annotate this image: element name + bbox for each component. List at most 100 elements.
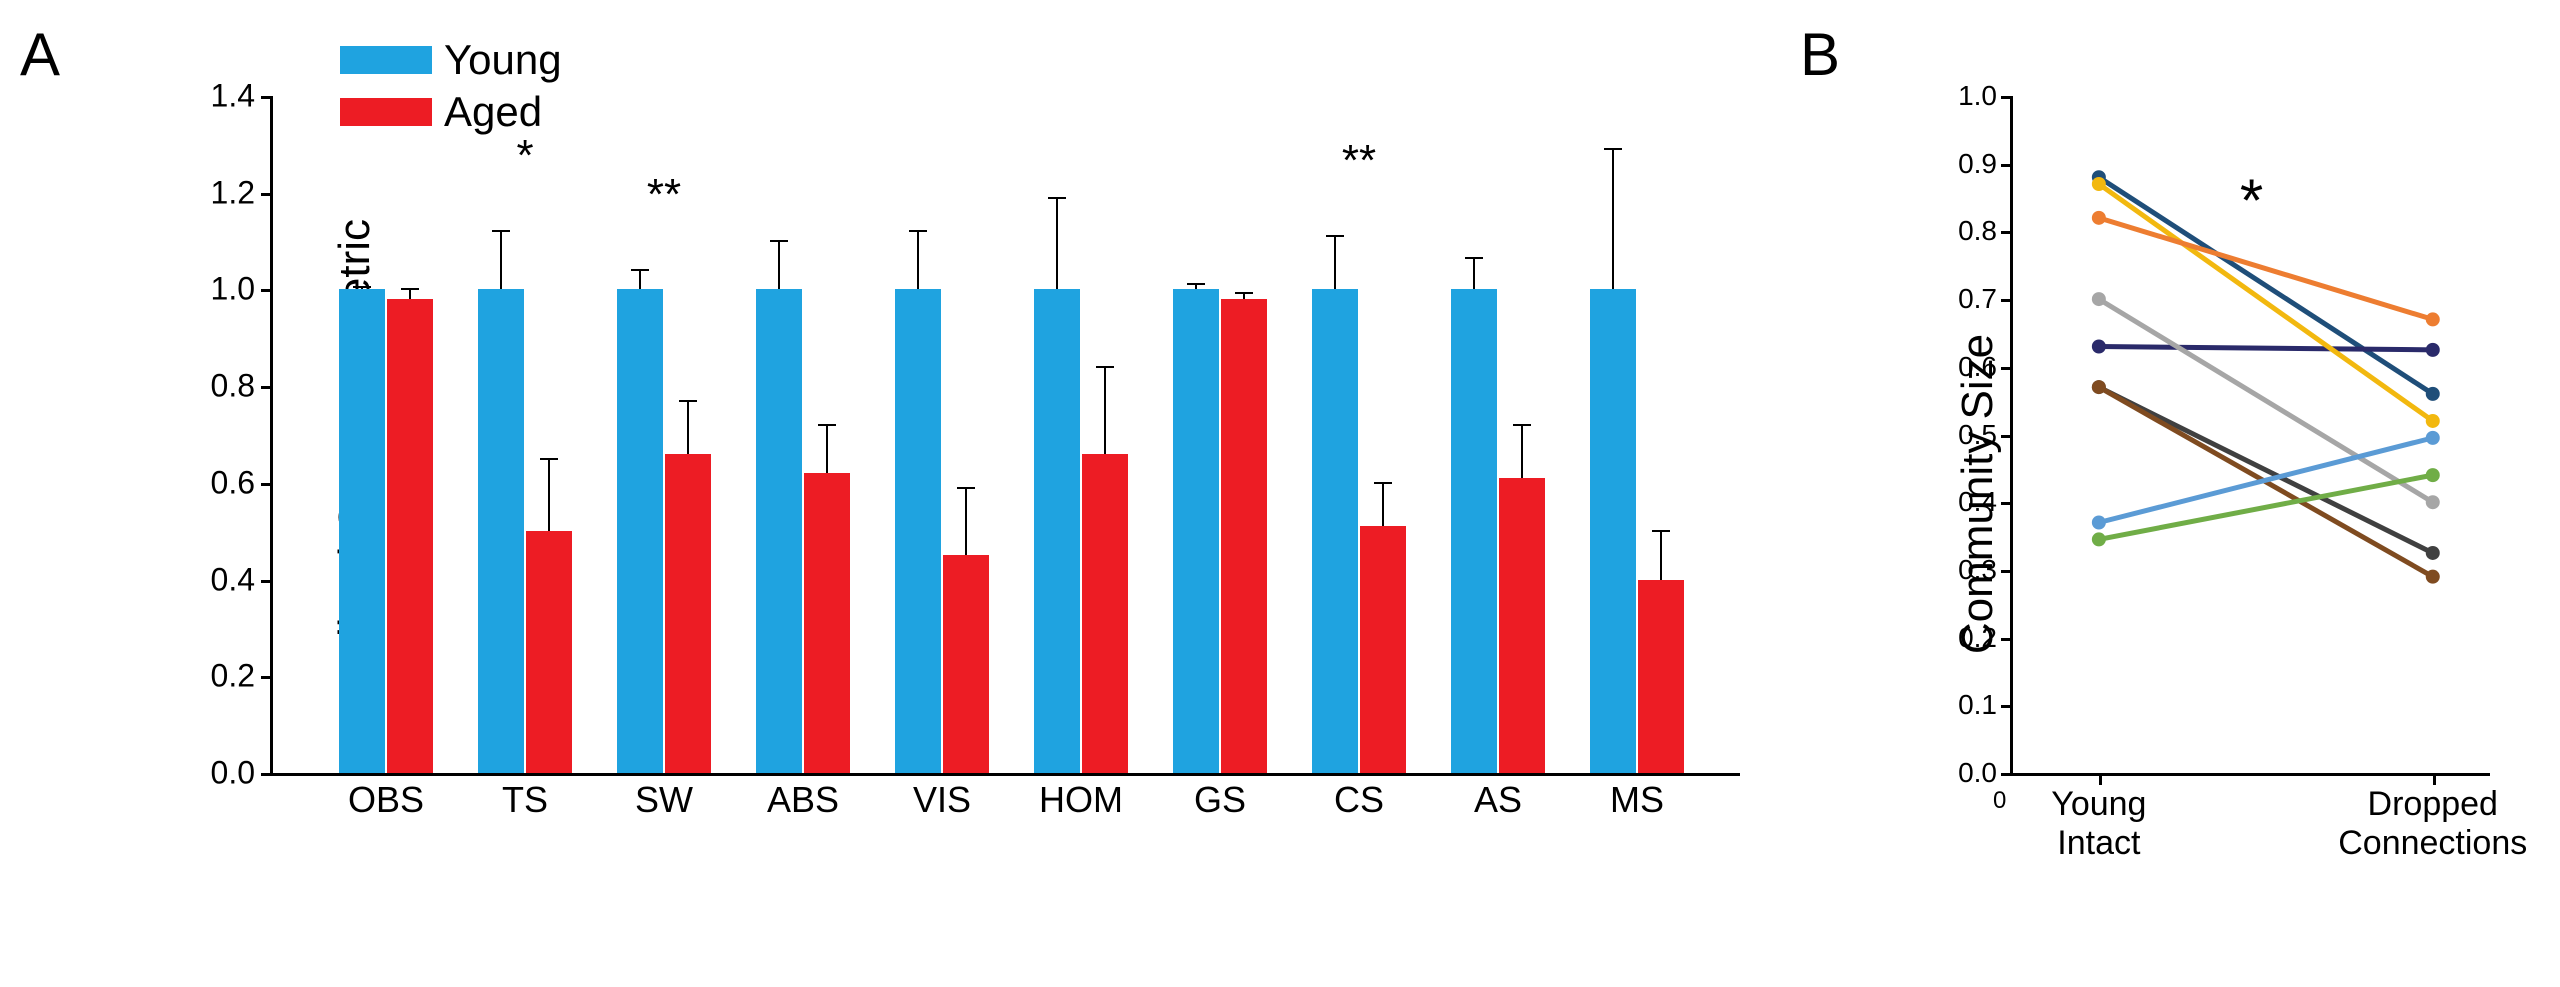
figure-root: A Normalized CommDy Metric Young Aged 0.…	[20, 20, 2540, 967]
bar-group: ABS	[756, 289, 850, 773]
bar-group: AS	[1451, 289, 1545, 773]
panel-b-x-label: DroppedConnections	[2338, 785, 2527, 863]
panel-b-ytick-label: 0.6	[1958, 351, 1997, 383]
errorbar-cap	[1604, 148, 1622, 150]
errorbar	[1473, 258, 1475, 289]
series-marker	[2426, 570, 2440, 584]
series-marker	[2426, 387, 2440, 401]
series-marker	[2426, 468, 2440, 482]
bar-young	[1173, 289, 1219, 773]
legend-young-row: Young	[340, 36, 562, 84]
panel-b-ytick	[2001, 96, 2013, 99]
bar-aged	[665, 454, 711, 773]
errorbar-cap	[631, 269, 649, 271]
panel-b-label: B	[1800, 20, 1840, 89]
series-marker	[2092, 339, 2106, 353]
errorbar	[1334, 236, 1336, 289]
bar-aged	[1360, 526, 1406, 773]
series-line	[2099, 346, 2433, 349]
bar-young	[1451, 289, 1497, 773]
panel-a-category-label: AS	[1474, 779, 1522, 821]
series-marker	[2092, 211, 2106, 225]
panel-a-category-label: CS	[1334, 779, 1384, 821]
panel-b-origin-label: 0	[1993, 787, 2006, 815]
errorbar-cap	[1374, 482, 1392, 484]
series-marker	[2092, 177, 2106, 191]
panel-b-ytick	[2001, 164, 2013, 167]
bar-aged	[1082, 454, 1128, 773]
panel-b-xtick	[2433, 773, 2436, 785]
bar-group: TS*	[478, 289, 572, 773]
bar-young	[1034, 289, 1080, 773]
panel-b-ytick-label: 0.8	[1958, 215, 1997, 247]
bar-group: HOM	[1034, 289, 1128, 773]
errorbar	[687, 401, 689, 454]
bar-group: MS	[1590, 289, 1684, 773]
panel-a-category-label: MS	[1610, 779, 1664, 821]
bar-young	[617, 289, 663, 773]
panel-b-ytick	[2001, 570, 2013, 573]
panel-a-category-label: TS	[502, 779, 548, 821]
panel-b-ytick-label: 0.7	[1958, 283, 1997, 315]
errorbar-cap	[492, 230, 510, 232]
errorbar	[1660, 531, 1662, 579]
errorbar-cap	[957, 487, 975, 489]
panel-a-plot: 0.00.20.40.60.81.01.21.4OBSTS*SW**ABSVIS…	[270, 96, 1740, 776]
bar-aged	[526, 531, 572, 773]
panel-a-ytick	[261, 483, 273, 486]
series-marker	[2426, 312, 2440, 326]
series-marker	[2092, 380, 2106, 394]
panel-a-ytick-label: 0.4	[211, 561, 255, 598]
panel-a-ytick	[261, 676, 273, 679]
errorbar	[1521, 425, 1523, 478]
errorbar	[965, 488, 967, 556]
errorbar	[500, 231, 502, 289]
panel-b-ytick	[2001, 231, 2013, 234]
panel-b-ytick	[2001, 502, 2013, 505]
bar-young	[1312, 289, 1358, 773]
bar-young	[756, 289, 802, 773]
panel-b-ytick	[2001, 435, 2013, 438]
panel-b-ytick-label: 0.2	[1958, 622, 1997, 654]
series-line	[2099, 177, 2433, 394]
series-marker	[2426, 495, 2440, 509]
panel-b-xtick	[2099, 773, 2102, 785]
panel-b-ytick	[2001, 367, 2013, 370]
panel-a-ytick-label: 0.2	[211, 658, 255, 695]
errorbar-cap	[818, 424, 836, 426]
bar-aged	[943, 555, 989, 773]
panel-b-ytick-label: 0.5	[1958, 419, 1997, 451]
panel-b-ytick-label: 0.9	[1958, 148, 1997, 180]
panel-a-ytick-label: 0.8	[211, 368, 255, 405]
errorbar-cap	[401, 288, 419, 290]
panel-a-ytick	[261, 289, 273, 292]
errorbar-cap	[679, 400, 697, 402]
bar-aged	[387, 299, 433, 773]
bar-aged	[1221, 299, 1267, 773]
series-marker	[2426, 546, 2440, 560]
panel-a-category-label: GS	[1194, 779, 1246, 821]
errorbar	[778, 241, 780, 289]
bar-group: OBS	[339, 289, 433, 773]
errorbar	[409, 289, 411, 299]
errorbar	[917, 231, 919, 289]
series-marker	[2426, 431, 2440, 445]
panel-a-ytick-label: 0.0	[211, 755, 255, 792]
legend-young-label: Young	[444, 36, 562, 84]
errorbar-cap	[353, 286, 371, 288]
errorbar	[1612, 149, 1614, 289]
panel-b-ytick-label: 0.3	[1958, 554, 1997, 586]
panel-a-chart-area: Young Aged 0.00.20.40.60.81.01.21.4OBSTS…	[210, 76, 1750, 836]
panel-b-ytick-label: 0.0	[1958, 757, 1997, 789]
panel-a-label: A	[20, 20, 60, 89]
errorbar	[1382, 483, 1384, 527]
panel-a-ytick-label: 1.4	[211, 78, 255, 115]
panel-a-category-label: OBS	[348, 779, 424, 821]
panel-a-ytick	[261, 193, 273, 196]
significance-mark: **	[647, 170, 681, 220]
panel-b-plot: * 0 0.00.10.20.30.40.50.60.70.80.91.0You…	[2010, 96, 2490, 776]
errorbar-cap	[1235, 292, 1253, 294]
series-marker	[2092, 516, 2106, 530]
errorbar	[548, 459, 550, 532]
errorbar-cap	[540, 458, 558, 460]
